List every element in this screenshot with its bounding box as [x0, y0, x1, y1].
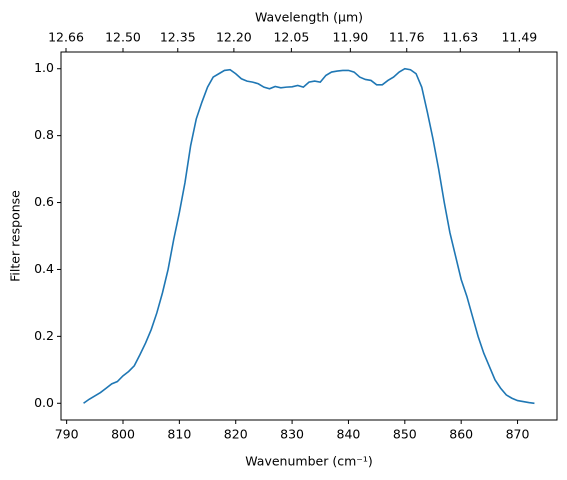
x2-tick-label: 11.63 — [442, 30, 478, 45]
x-axis-label: Wavenumber (cm⁻¹) — [245, 454, 372, 469]
y-tick-label: 1.0 — [34, 60, 54, 75]
x2-tick-label: 12.66 — [48, 30, 84, 45]
x2-tick-label: 11.90 — [332, 30, 368, 45]
x-tick-label: 850 — [393, 427, 417, 442]
x-tick-label: 840 — [337, 427, 361, 442]
x-tick-label: 860 — [449, 427, 473, 442]
x2-tick-label: 12.50 — [105, 30, 141, 45]
y-tick-label: 0.4 — [34, 261, 54, 276]
x2-tick-label: 12.05 — [273, 30, 309, 45]
x-tick-label: 830 — [280, 427, 304, 442]
x-tick-label: 790 — [55, 427, 79, 442]
x-tick-label: 800 — [111, 427, 135, 442]
y-axis-label: Filter response — [8, 190, 23, 282]
x2-axis-label: Wavelength (μm) — [255, 10, 363, 25]
y-tick-label: 0.0 — [34, 395, 54, 410]
x2-tick-label: 11.49 — [501, 30, 537, 45]
x-tick-label: 810 — [167, 427, 191, 442]
x-tick-label: 870 — [506, 427, 530, 442]
data-line — [83, 67, 535, 405]
plot-frame — [60, 51, 558, 421]
y-tick-label: 0.8 — [34, 127, 54, 142]
x2-tick-label: 11.76 — [389, 30, 425, 45]
x2-tick-label: 12.20 — [216, 30, 252, 45]
x-tick-label: 820 — [224, 427, 248, 442]
y-tick-label: 0.2 — [34, 328, 54, 343]
x2-tick-label: 12.35 — [160, 30, 196, 45]
y-tick-label: 0.6 — [34, 194, 54, 209]
